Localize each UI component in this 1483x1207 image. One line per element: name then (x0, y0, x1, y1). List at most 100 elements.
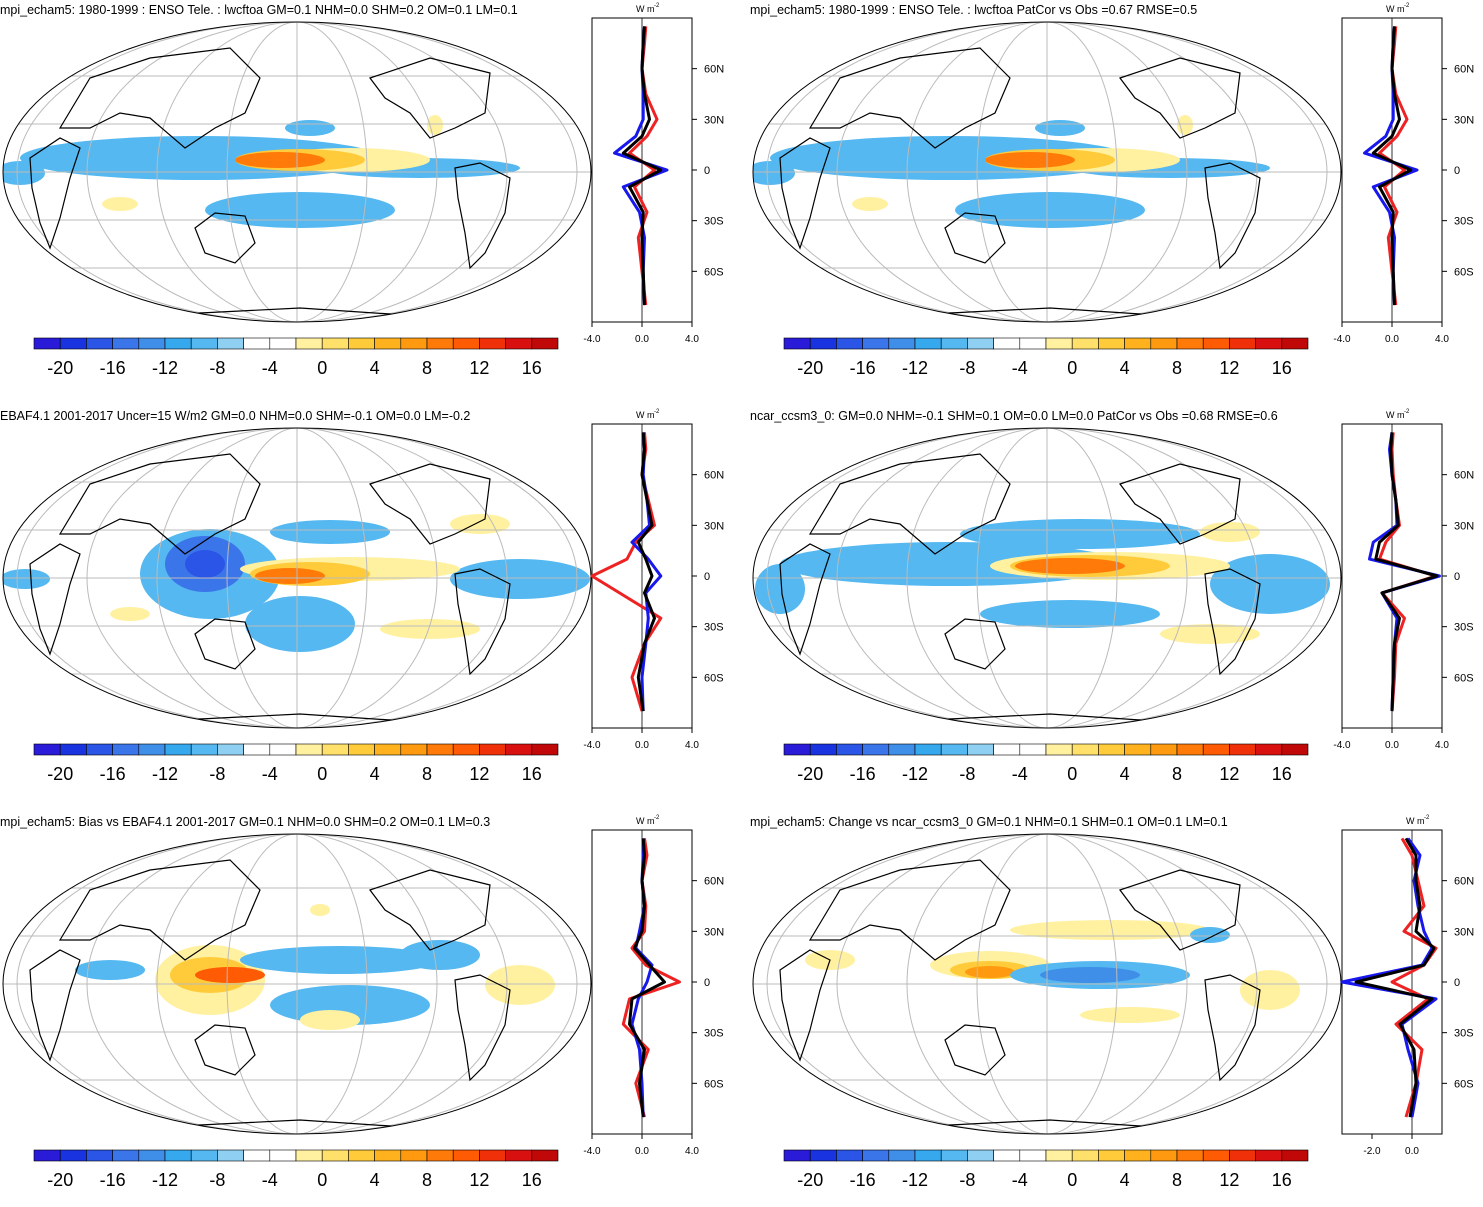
profile-unit: W m (1386, 4, 1405, 14)
coastline (454, 974, 511, 1082)
field-region (3, 569, 50, 589)
colorbar-label: -8 (209, 358, 225, 378)
colorbar-label: -16 (100, 764, 126, 784)
colorbar-bin (86, 337, 113, 350)
y-tick-label: 30N (1454, 520, 1474, 532)
colorbar-label: 12 (469, 764, 489, 784)
coastline (107, 1119, 521, 1134)
colorbar-bin (1098, 743, 1125, 756)
y-tick-label: 60S (704, 1078, 724, 1090)
field-region (1190, 927, 1230, 943)
y-tick-label: 0 (1454, 571, 1460, 583)
colorbar-bin (112, 1149, 140, 1162)
colorbar-bin (1019, 1149, 1047, 1162)
longitude-line (156, 428, 438, 728)
y-tick-label: 30N (1454, 114, 1474, 126)
colorbar-label: -20 (797, 764, 823, 784)
colorbar-label: -8 (959, 358, 975, 378)
colorbar-bin (967, 1149, 994, 1162)
colorbar-bin (269, 337, 297, 350)
colorbar-label: 8 (422, 764, 432, 784)
colorbar: -20-16-12-8-4048121620 (33, 337, 559, 378)
longitude-line (836, 834, 1258, 1134)
colorbar-label: -16 (100, 358, 126, 378)
field-region (852, 197, 888, 211)
coastline (779, 543, 831, 656)
longitude-line (836, 428, 1258, 728)
longitude-line (766, 22, 1328, 322)
colorbar-label: 8 (422, 1170, 432, 1190)
colorbar-bin (59, 1149, 87, 1162)
x-tick-label: 4.0 (685, 334, 699, 345)
colorbar-bin (862, 337, 890, 350)
field-region (1080, 1007, 1180, 1023)
colorbar-label: -12 (152, 1170, 178, 1190)
y-tick-label: 30S (1454, 216, 1474, 228)
colorbar-bin (531, 1149, 559, 1162)
colorbar-bin (783, 743, 811, 756)
colorbar-bin (452, 337, 480, 350)
coastline (454, 568, 511, 676)
colorbar-bin (1045, 337, 1073, 350)
colorbar-bin (426, 337, 454, 350)
colorbar-label: 0 (317, 1170, 327, 1190)
field-region (980, 600, 1160, 628)
colorbar-label: -16 (850, 358, 876, 378)
profile-line-red (621, 838, 681, 1118)
profile-unit: W m (1406, 816, 1425, 826)
colorbar-bin (967, 743, 994, 756)
colorbar-label: -16 (850, 1170, 876, 1190)
coastline (369, 57, 491, 139)
colorbar-bin (1045, 743, 1073, 756)
colorbar-bin (321, 337, 349, 350)
colorbar-label: 0 (1067, 358, 1077, 378)
field-region (245, 596, 355, 652)
colorbar-label: -8 (959, 764, 975, 784)
colorbar-bin (1176, 337, 1204, 350)
longitude-line (976, 834, 1118, 1134)
chart-panel-0: mpi_echam5: 1980-1999 : ENSO Tele. : lwc… (0, 0, 741, 395)
x-tick-label: -4.0 (1333, 334, 1351, 345)
zonal-profile: W m -2 -4.0 0.0 4.0 60N 30N 0 30S 60S (1333, 3, 1474, 345)
y-tick-label: 30N (1454, 926, 1474, 938)
field-region (380, 619, 480, 639)
colorbar-label: 4 (370, 764, 380, 784)
colorbar-bin (1281, 337, 1309, 350)
colorbar-bin (1071, 743, 1099, 756)
map-border (752, 833, 1342, 1135)
colorbar-bin (217, 337, 244, 350)
field-region (285, 120, 335, 136)
coastline (369, 869, 491, 951)
colorbar-label: -8 (209, 1170, 225, 1190)
colorbar-label: 8 (1172, 1170, 1182, 1190)
y-tick-label: 60S (1454, 1078, 1474, 1090)
panel-title: mpi_echam5: 1980-1999 : ENSO Tele. : lwc… (750, 3, 1198, 17)
colorbar-bin (505, 743, 533, 756)
coastline (857, 1119, 1271, 1134)
colorbar-bin (190, 743, 218, 756)
field-region (3, 161, 45, 185)
colorbar-label: -20 (47, 358, 73, 378)
colorbar-bin (374, 1149, 402, 1162)
colorbar-bin (1124, 337, 1152, 350)
y-tick-label: 30S (704, 1028, 724, 1040)
profile-line-black (621, 26, 663, 306)
field-region (255, 568, 325, 584)
colorbar-bin (59, 337, 87, 350)
colorbar-label: 16 (1272, 764, 1292, 784)
field-region (110, 607, 150, 621)
zonal-profile: W m -2 -4.0 0.0 4.0 60N 30N 0 30S 60S (583, 3, 724, 345)
colorbar-bin (1229, 337, 1256, 350)
y-tick-label: 60N (704, 470, 724, 482)
colorbar-bin (269, 1149, 297, 1162)
colorbar-bin (348, 337, 375, 350)
coastline (29, 949, 81, 1062)
colorbar-bin (862, 743, 890, 756)
y-tick-label: 60S (1454, 672, 1474, 684)
colorbar: -20-16-12-8-4048121620 (783, 1149, 1309, 1190)
y-tick-label: 30N (704, 926, 724, 938)
coastline (1204, 162, 1261, 270)
colorbar-bin (138, 337, 166, 350)
field-region (300, 1010, 360, 1030)
colorbar: -20-16-12-8-4048121620 (783, 743, 1309, 784)
